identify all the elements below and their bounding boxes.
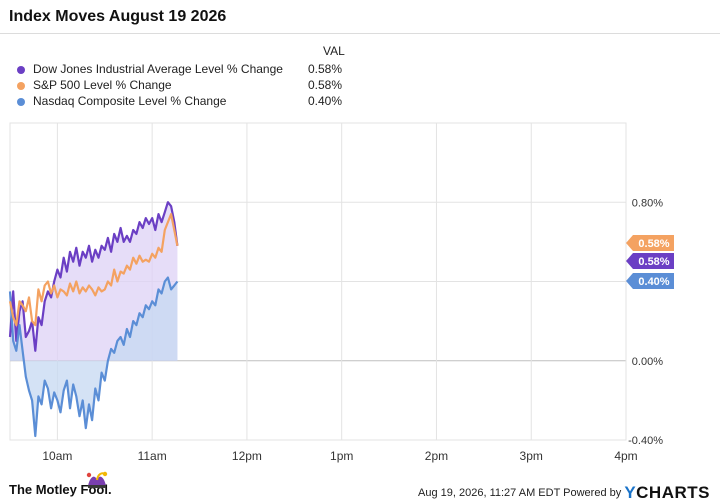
y-tick-label: 0.00% xyxy=(632,356,663,368)
ycharts-logo-text: CHARTS xyxy=(636,483,710,502)
end-value-tag xyxy=(626,253,674,269)
jester-hat-icon xyxy=(86,471,108,488)
footer-credit: Aug 19, 2026, 11:27 AM EDT Powered by YC… xyxy=(418,483,710,503)
legend-item-value: 0.58% xyxy=(308,62,343,76)
legend-item[interactable]: Dow Jones Industrial Average Level % Cha… xyxy=(0,62,400,78)
powered-by-label: Powered by xyxy=(563,487,622,499)
x-tick-label: 1pm xyxy=(330,449,353,463)
y-tick-label: -0.40% xyxy=(628,435,663,447)
x-tick-label: 10am xyxy=(42,449,72,463)
ycharts-logo-y: Y xyxy=(624,483,637,502)
y-tick-label: 0.80% xyxy=(632,197,663,209)
legend-item-value: 0.40% xyxy=(308,94,343,108)
legend-item-value: 0.58% xyxy=(308,78,343,92)
legend-item-label: Dow Jones Industrial Average Level % Cha… xyxy=(33,62,283,76)
series-line xyxy=(8,276,179,438)
end-value-label: 0.58% xyxy=(638,256,669,268)
title-bar: Index Moves August 19 2026 xyxy=(0,0,720,34)
end-value-label: 0.40% xyxy=(638,276,669,288)
x-tick-label: 2pm xyxy=(425,449,448,463)
legend-item-label: S&P 500 Level % Change xyxy=(33,78,172,92)
chart-title: Index Moves August 19 2026 xyxy=(9,8,227,25)
legend-item-label: Nasdaq Composite Level % Change xyxy=(33,94,227,108)
end-value-label: 0.58% xyxy=(638,238,669,250)
legend-dot-icon xyxy=(17,82,25,90)
series-line xyxy=(8,201,179,352)
ycharts-logo[interactable]: YCHARTS xyxy=(624,483,710,502)
motley-fool-brand: The Motley Fool. xyxy=(9,482,112,497)
series-area xyxy=(10,202,178,361)
chart-plot: 10am 11am 12pm 1pm 2pm 3pm 4pm 0.80% 0.00% -0.40%… xyxy=(8,122,674,463)
x-tick-label: 4pm xyxy=(614,449,637,463)
timestamp: Aug 19, 2026, 11:27 AM EDT xyxy=(418,487,561,499)
legend-value-header: VAL xyxy=(323,44,345,58)
legend-dot-icon xyxy=(17,98,25,106)
legend-item[interactable]: Nasdaq Composite Level % Change 0.40% xyxy=(0,94,400,110)
series-line xyxy=(8,213,179,327)
legend-item[interactable]: S&P 500 Level % Change 0.58% xyxy=(0,78,400,94)
x-tick-label: 12pm xyxy=(232,449,262,463)
legend-dot-icon xyxy=(17,66,25,74)
series-area xyxy=(10,277,178,437)
end-value-tag xyxy=(626,235,674,251)
end-value-tag xyxy=(626,273,674,289)
x-tick-label: 3pm xyxy=(520,449,543,463)
x-tick-label: 11am xyxy=(138,449,167,463)
